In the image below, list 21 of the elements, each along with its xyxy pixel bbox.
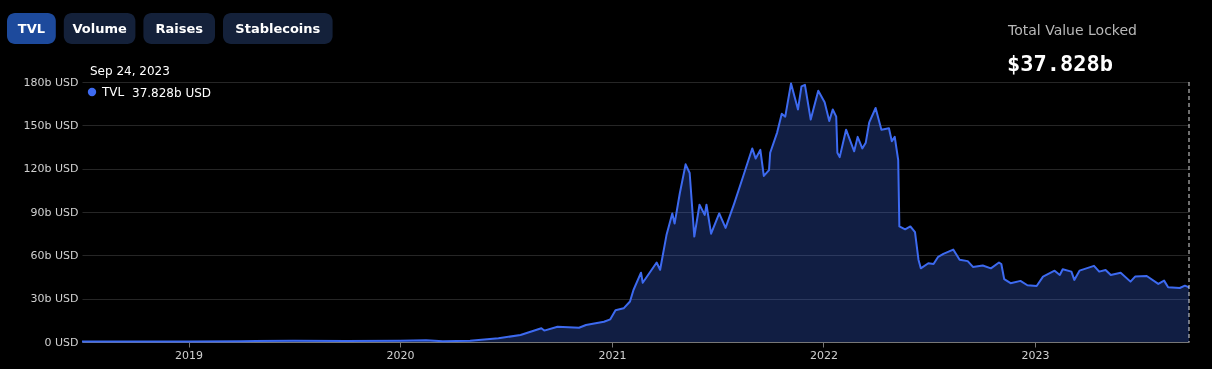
text: Raises	[155, 20, 204, 36]
annotation: 37.828b USD	[132, 86, 212, 100]
y-tick-label: 120b USD	[23, 162, 79, 176]
y-tick-label: 150b USD	[23, 118, 79, 132]
x-tick-label: 2019	[175, 348, 204, 362]
text: TVL	[17, 20, 46, 36]
y-tick-label: 30b USD	[30, 292, 79, 306]
y-tick-label: 60b USD	[30, 248, 79, 262]
chart-subtitle: $37.828b	[1007, 51, 1113, 76]
legend-label: TVL	[101, 85, 125, 99]
x-tick-label: 2022	[809, 348, 838, 362]
chart-title: Total Value Locked	[1007, 22, 1137, 38]
x-tick-label: 2021	[598, 348, 627, 362]
x-tick-label: 2023	[1021, 348, 1050, 362]
y-tick-label: 180b USD	[23, 75, 79, 89]
y-tick-label: 0 USD	[44, 335, 79, 349]
x-tick-label: 2020	[386, 348, 415, 362]
text: Volume	[72, 20, 127, 36]
y-tick-label: 90b USD	[30, 205, 79, 219]
text: Stablecoins	[235, 20, 321, 36]
text: Sep 24, 2023	[90, 64, 170, 78]
